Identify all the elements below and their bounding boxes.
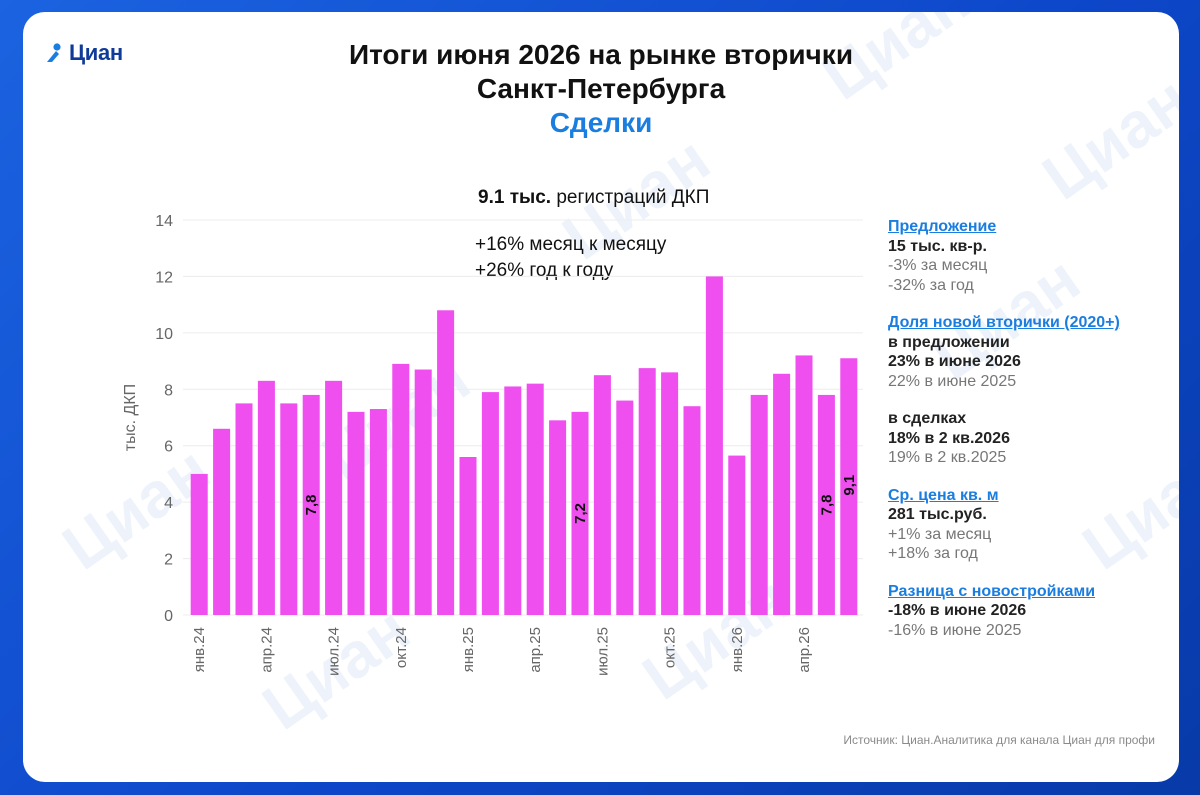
x-tick-label: янв.25: [460, 627, 477, 672]
y-tick-label: 2: [164, 552, 173, 569]
y-tick-label: 0: [164, 608, 173, 625]
bar-июл.24: [325, 380, 343, 615]
data-label: 9,1: [841, 475, 858, 496]
bar-сен.25: [638, 368, 656, 615]
offer-head[interactable]: Предложение: [888, 218, 997, 235]
y-tick-label: 6: [164, 439, 173, 456]
price-head[interactable]: Ср. цена кв. м: [888, 486, 999, 504]
page-title: Итоги июня 2026 на рынке вторички: [348, 39, 854, 70]
y-axis-label: тыс. ДКП: [122, 384, 139, 451]
newshare-deals-value: 18% в 2 кв.2026: [888, 429, 1010, 447]
y-tick-label: 8: [164, 382, 173, 399]
bar-окт.25: [661, 372, 679, 615]
bar-апр.25: [526, 383, 544, 615]
delta-mom: +16% месяц к месяцу: [475, 234, 667, 255]
headline-total: 9.1 тыс. регистраций ДКП: [478, 187, 709, 209]
bar-апр.26: [795, 355, 813, 615]
bar-окт.24: [392, 363, 410, 615]
newshare-sub-deals: в сделках: [888, 410, 967, 427]
price-yoy: +18% за год: [888, 545, 978, 562]
x-tick-label: окт.25: [662, 627, 679, 668]
bar-май.26: [817, 394, 835, 615]
bar-мар.25: [504, 386, 522, 615]
data-label: 7,8: [818, 495, 835, 516]
price-value: 281 тыс.руб.: [888, 506, 987, 523]
bar-янв.24: [190, 473, 208, 615]
bar-июн.24: [302, 394, 320, 615]
y-tick-label: 10: [155, 326, 173, 343]
offer-mom: -3% за месяц: [888, 257, 988, 274]
bar-июн.26: [840, 358, 858, 615]
logo-text: Циан: [69, 40, 123, 65]
y-tick-label: 14: [155, 213, 173, 230]
page-title-city: Санкт-Петербурга: [476, 73, 726, 104]
newshare-offer-value: 23% в июне 2026: [888, 353, 1021, 370]
headline-value: 9.1 тыс.: [478, 187, 552, 208]
price-mom: +1% за месяц: [888, 525, 992, 543]
diff-group: Разница с новостройками -18% в июне 2026…: [888, 582, 1158, 641]
y-tick-label: 12: [155, 269, 173, 286]
sidebar-stats: Предложение 15 тыс. кв-р. -3% за месяц -…: [888, 217, 1158, 658]
bar-июн.25: [571, 411, 589, 615]
data-label: 7,8: [303, 495, 320, 516]
bar-chart: 0 2 4 6 8 10 12 14 тыс. ДКП 7,8 7,2 7,8 9,1 янв.24 апр…: [122, 213, 863, 676]
headline-deltas: +16% месяц к месяцу +26% год к году: [475, 232, 666, 284]
bar-мар.26: [773, 373, 791, 615]
x-tick-label: апр.26: [796, 627, 813, 673]
bar-ноя.24: [414, 369, 432, 615]
bar-янв.26: [728, 455, 746, 615]
bar-янв.25: [459, 457, 477, 615]
cian-logo-icon: [47, 43, 61, 62]
bar-мар.24: [235, 403, 253, 615]
bar-сен.24: [369, 409, 387, 615]
newshare-group: Доля новой вторички (2020+) в предложени…: [888, 313, 1158, 391]
bar-май.25: [549, 420, 567, 615]
offer-group: Предложение 15 тыс. кв-р. -3% за месяц -…: [888, 217, 1158, 295]
diff-value: -18% в июне 2026: [888, 602, 1027, 619]
x-tick-label: июл.24: [326, 627, 343, 676]
bar-авг.25: [616, 400, 634, 615]
bar-дек.25: [705, 276, 723, 615]
y-tick-label: 4: [164, 495, 173, 512]
newshare-sub-offer: в предложении: [888, 333, 1010, 351]
x-tick-label: окт.24: [393, 627, 410, 668]
data-label: 7,2: [572, 503, 589, 524]
price-group: Ср. цена кв. м 281 тыс.руб. +1% за месяц…: [888, 486, 1158, 564]
diff-prev: -16% в июне 2025: [888, 621, 1022, 639]
bar-фев.26: [750, 394, 768, 615]
newshare-offer-prev: 22% в июне 2025: [888, 372, 1017, 390]
bar-май.24: [280, 403, 298, 615]
newshare-deals-group: в сделках 18% в 2 кв.2026 19% в 2 кв.202…: [888, 409, 1158, 468]
bar-ноя.25: [683, 406, 701, 615]
x-tick-label: янв.26: [729, 627, 746, 672]
newshare-deals-prev: 19% в 2 кв.2025: [888, 449, 1007, 466]
diff-head[interactable]: Разница с новостройками: [888, 582, 1096, 600]
x-tick-label: янв.24: [191, 627, 208, 672]
bar-апр.24: [257, 380, 275, 615]
x-tick-label: апр.25: [527, 627, 544, 673]
page-subtitle: Сделки: [549, 107, 653, 138]
bar-июл.25: [593, 375, 611, 615]
source-note: Источник: Циан.Аналитика для канала Циан…: [843, 733, 1155, 747]
headline-rest: регистраций ДКП: [551, 187, 710, 208]
offer-value: 15 тыс. кв-р.: [888, 237, 987, 255]
title-block: Итоги июня 2026 на рынке вторички Санкт-…: [23, 38, 1179, 140]
bar-дек.24: [437, 310, 455, 615]
delta-yoy: +26% год к году: [475, 260, 614, 281]
bar-фев.24: [213, 428, 231, 615]
offer-yoy: -32% за год: [888, 276, 974, 294]
bar-авг.24: [347, 411, 365, 615]
x-tick-label: июл.25: [594, 627, 611, 676]
newshare-head[interactable]: Доля новой вторички (2020+): [888, 314, 1120, 331]
bar-фев.25: [481, 392, 499, 615]
brand-logo: Циан: [45, 39, 123, 67]
x-tick-label: апр.24: [258, 627, 275, 673]
